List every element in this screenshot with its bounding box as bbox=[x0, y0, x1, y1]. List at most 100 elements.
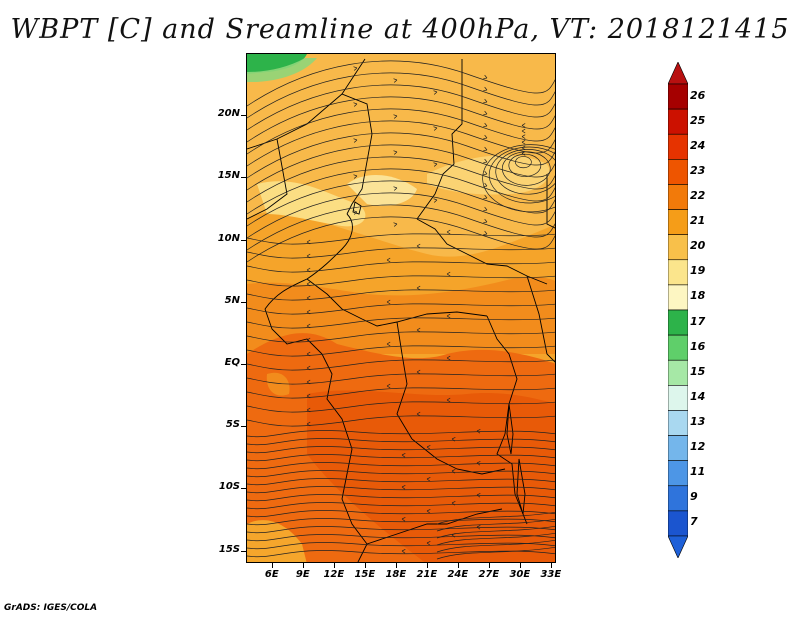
streamline bbox=[508, 153, 542, 177]
colorbar-label: 21 bbox=[690, 214, 706, 228]
colorbar-segment bbox=[668, 309, 688, 336]
lon-tick-label: 27E bbox=[478, 569, 500, 580]
lat-tick-mark bbox=[241, 177, 246, 179]
streamline-arrow bbox=[426, 445, 431, 450]
colorbar-segment bbox=[668, 284, 688, 311]
streamline-arrow bbox=[401, 453, 406, 458]
streamline bbox=[247, 331, 555, 343]
lon-tick-label: 21E bbox=[416, 569, 438, 580]
lat-tick-mark bbox=[241, 550, 246, 552]
streamline bbox=[247, 470, 555, 478]
colorbar-segment bbox=[668, 133, 688, 160]
streamline-arrow bbox=[483, 194, 488, 200]
streamline bbox=[247, 502, 555, 510]
streamline bbox=[247, 430, 555, 438]
lon-tick-mark bbox=[302, 563, 304, 568]
field-22c-patch bbox=[266, 372, 290, 396]
colorbar-segment bbox=[668, 159, 688, 185]
lat-tick-mark bbox=[241, 363, 246, 365]
lat-tick-label: 5N bbox=[224, 294, 240, 306]
streamline-arrow bbox=[433, 90, 438, 95]
streamline-arrow bbox=[521, 134, 526, 139]
streamline bbox=[247, 84, 555, 131]
streamline-arrow bbox=[521, 123, 526, 128]
streamline bbox=[436, 546, 555, 560]
streamline bbox=[247, 144, 555, 191]
streamline-arrow bbox=[521, 128, 526, 134]
streamline bbox=[247, 454, 555, 462]
lon-tick-label: 12E bbox=[323, 569, 345, 580]
streamline-arrow bbox=[353, 210, 358, 215]
colorbar-segment bbox=[668, 334, 688, 361]
streamline-arrow bbox=[483, 98, 488, 104]
streamline-arrow bbox=[446, 271, 451, 277]
streamline bbox=[247, 359, 555, 371]
lon-tick-label: 30E bbox=[509, 569, 531, 580]
streamline-arrow bbox=[306, 239, 311, 245]
streamlines bbox=[247, 60, 555, 560]
streamline-arrow bbox=[483, 218, 488, 224]
streamline bbox=[247, 401, 555, 413]
lon-tick-mark bbox=[395, 563, 397, 568]
streamline-arrow bbox=[386, 257, 391, 263]
colorbar-label: 25 bbox=[690, 113, 706, 127]
streamline bbox=[247, 518, 555, 526]
colorbar-label: 26 bbox=[690, 88, 706, 102]
grads-credit: GrADS: IGES/COLA bbox=[4, 603, 98, 613]
streamline-arrow bbox=[353, 66, 358, 71]
lon-tick-mark bbox=[364, 563, 366, 568]
streamline bbox=[247, 216, 555, 263]
lat-tick-mark bbox=[241, 301, 246, 303]
streamline-arrow bbox=[306, 309, 311, 315]
streamline bbox=[247, 275, 555, 287]
colorbar-label: 16 bbox=[690, 339, 706, 353]
streamline bbox=[247, 345, 555, 357]
lat-tick-label: 10N bbox=[217, 232, 240, 244]
streamline bbox=[247, 156, 555, 203]
colorbar-segment bbox=[668, 460, 688, 487]
colorbar-label: 9 bbox=[690, 490, 698, 504]
lakes bbox=[352, 201, 526, 515]
streamline bbox=[247, 526, 555, 534]
streamline-arrow bbox=[521, 139, 526, 145]
streamline-arrow bbox=[306, 393, 311, 399]
colorbar-segment bbox=[668, 108, 688, 135]
streamline-arrow bbox=[386, 383, 391, 389]
colorbar-segment bbox=[668, 83, 688, 110]
colorbar-segment bbox=[668, 510, 688, 537]
lon-tick-mark bbox=[519, 563, 521, 568]
streamline-arrow bbox=[483, 230, 488, 236]
streamline-arrow bbox=[306, 407, 311, 413]
lon-tick-mark bbox=[333, 563, 335, 568]
streamline-arrow bbox=[306, 421, 311, 427]
streamline bbox=[247, 303, 555, 315]
streamline-arrow bbox=[386, 299, 391, 305]
colorbar-label: 20 bbox=[690, 239, 706, 253]
colorbar-bottom-arrow bbox=[668, 535, 688, 558]
streamline bbox=[247, 72, 555, 119]
streamline-arrow bbox=[483, 110, 488, 116]
lon-tick-mark bbox=[271, 563, 273, 568]
streamline-arrow bbox=[483, 86, 488, 92]
streamline-arrow bbox=[446, 229, 451, 235]
streamline bbox=[247, 132, 555, 179]
streamline bbox=[247, 192, 555, 239]
colorbar-segment bbox=[668, 385, 688, 411]
lat-tick-mark bbox=[241, 488, 246, 490]
lat-tick-label: 10S bbox=[218, 481, 240, 493]
streamline-arrow bbox=[483, 158, 488, 164]
streamline-arrow bbox=[393, 114, 398, 119]
streamline-arrow bbox=[393, 222, 398, 227]
streamline-arrow bbox=[416, 411, 421, 417]
streamline-arrow bbox=[306, 253, 311, 259]
wbpt-streamline-map bbox=[247, 54, 555, 562]
field-21c-southwest bbox=[247, 520, 307, 562]
streamline-arrow bbox=[393, 186, 398, 191]
streamline bbox=[247, 261, 555, 273]
lat-tick-label: EQ bbox=[224, 356, 240, 368]
country-borders bbox=[247, 58, 555, 562]
streamline bbox=[247, 96, 555, 143]
streamline bbox=[247, 168, 555, 215]
streamline-arrow bbox=[401, 549, 406, 554]
streamline-arrow bbox=[353, 102, 358, 107]
